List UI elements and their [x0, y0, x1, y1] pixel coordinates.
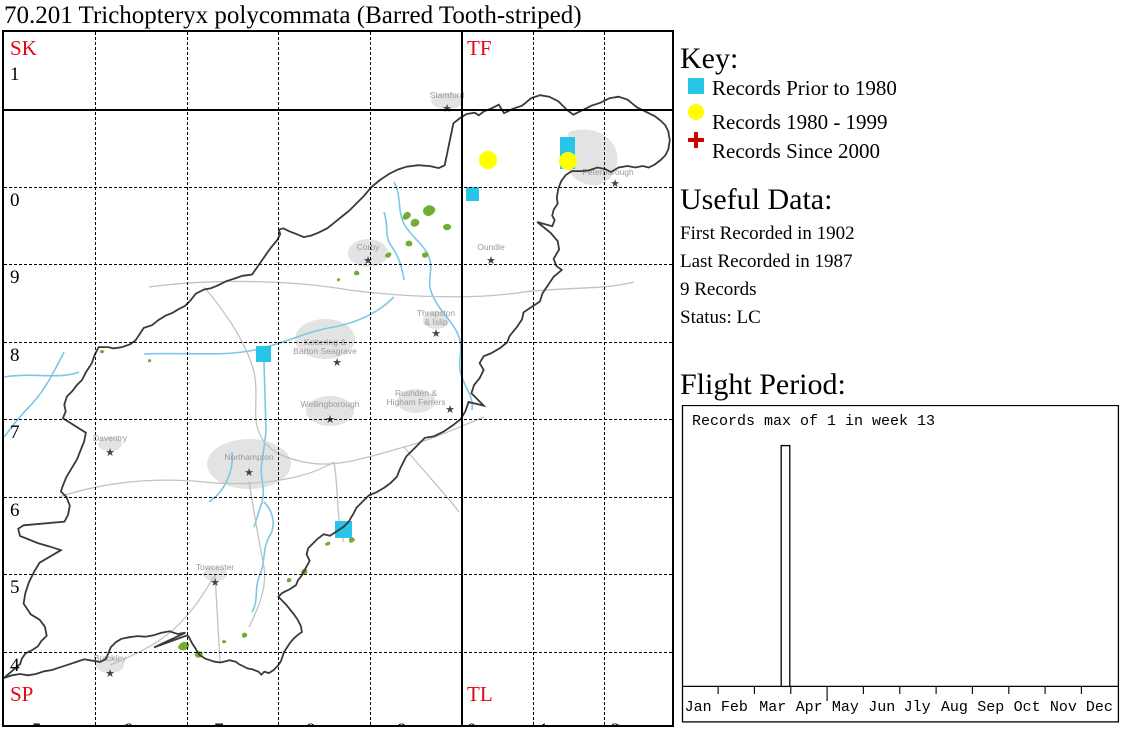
svg-text:Apr: Apr [796, 699, 823, 716]
svg-text:★: ★ [610, 178, 620, 190]
svg-text:May: May [832, 699, 859, 716]
svg-text:Nov: Nov [1050, 699, 1077, 716]
svg-text:Jan: Jan [685, 699, 712, 716]
svg-text:Mar: Mar [759, 699, 786, 716]
svg-text:Oct: Oct [1014, 699, 1041, 716]
svg-text:Jun: Jun [868, 699, 895, 716]
svg-text:Daventry: Daventry [93, 433, 128, 443]
svg-text:Feb: Feb [721, 699, 748, 716]
svg-text:Sep: Sep [977, 699, 1004, 716]
svg-text:Wellingborough: Wellingborough [301, 399, 360, 409]
svg-text:& Islip: & Islip [424, 317, 447, 327]
svg-text:★: ★ [445, 404, 455, 416]
svg-text:Corby: Corby [357, 242, 380, 252]
svg-text:Oundle: Oundle [477, 242, 505, 252]
svg-text:★: ★ [244, 467, 254, 479]
svg-text:Higham Ferrers: Higham Ferrers [386, 397, 445, 407]
svg-text:Records max of 1 in week 13: Records max of 1 in week 13 [692, 413, 935, 430]
svg-text:Stamford: Stamford [430, 90, 465, 100]
svg-text:Towcester: Towcester [196, 562, 234, 572]
svg-text:Barton Seagrave: Barton Seagrave [293, 346, 357, 356]
svg-text:★: ★ [105, 668, 115, 680]
svg-text:★: ★ [431, 328, 441, 340]
svg-text:Aug: Aug [941, 699, 968, 716]
svg-text:★: ★ [105, 447, 115, 459]
svg-text:Northampton: Northampton [224, 452, 273, 462]
svg-text:Peterborough: Peterborough [582, 167, 634, 177]
svg-text:Jly: Jly [904, 699, 931, 716]
svg-text:★: ★ [210, 577, 220, 589]
svg-text:Dec: Dec [1086, 699, 1113, 716]
svg-text:★: ★ [332, 357, 342, 369]
